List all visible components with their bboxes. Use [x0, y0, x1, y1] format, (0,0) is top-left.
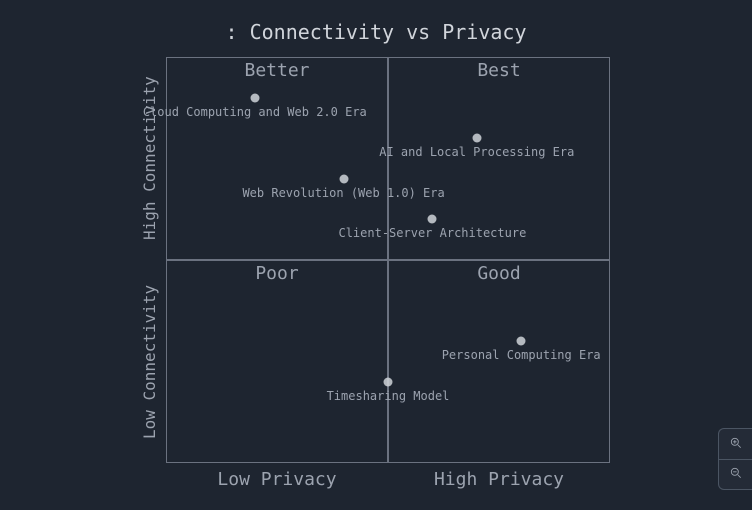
quadrant-chart: Better Best Poor Good Low Privacy High P…	[166, 57, 610, 463]
zoom-in-icon	[729, 435, 743, 454]
data-point	[250, 93, 259, 102]
data-point-label: AI and Local Processing Era	[379, 145, 574, 159]
data-point	[517, 337, 526, 346]
chart-title: : Connectivity vs Privacy	[0, 0, 752, 44]
data-point-label: Timesharing Model	[327, 389, 450, 403]
quadrant-label: Poor	[167, 263, 387, 284]
quadrant-label: Better	[167, 60, 387, 81]
data-point-label: Client-Server Architecture	[338, 226, 526, 240]
quadrant-bottom-left: Poor	[166, 260, 388, 463]
quadrant-label: Good	[389, 263, 609, 284]
data-point	[472, 134, 481, 143]
quadrant-label: Best	[389, 60, 609, 81]
zoom-controls	[718, 428, 752, 490]
data-point-label: Web Revolution (Web 1.0) Era	[242, 186, 444, 200]
data-point	[428, 215, 437, 224]
zoom-in-button[interactable]	[719, 429, 752, 459]
data-point-label: Cloud Computing and Web 2.0 Era	[143, 105, 367, 119]
data-point	[339, 174, 348, 183]
x-axis-high-label: High Privacy	[388, 469, 610, 490]
y-axis-high-label: High Connectivity	[140, 57, 159, 260]
zoom-out-button[interactable]	[719, 459, 752, 489]
x-axis-low-label: Low Privacy	[166, 469, 388, 490]
zoom-out-icon	[729, 465, 743, 484]
data-point	[384, 377, 393, 386]
data-point-label: Personal Computing Era	[442, 348, 601, 362]
y-axis-low-label: Low Connectivity	[140, 260, 159, 463]
